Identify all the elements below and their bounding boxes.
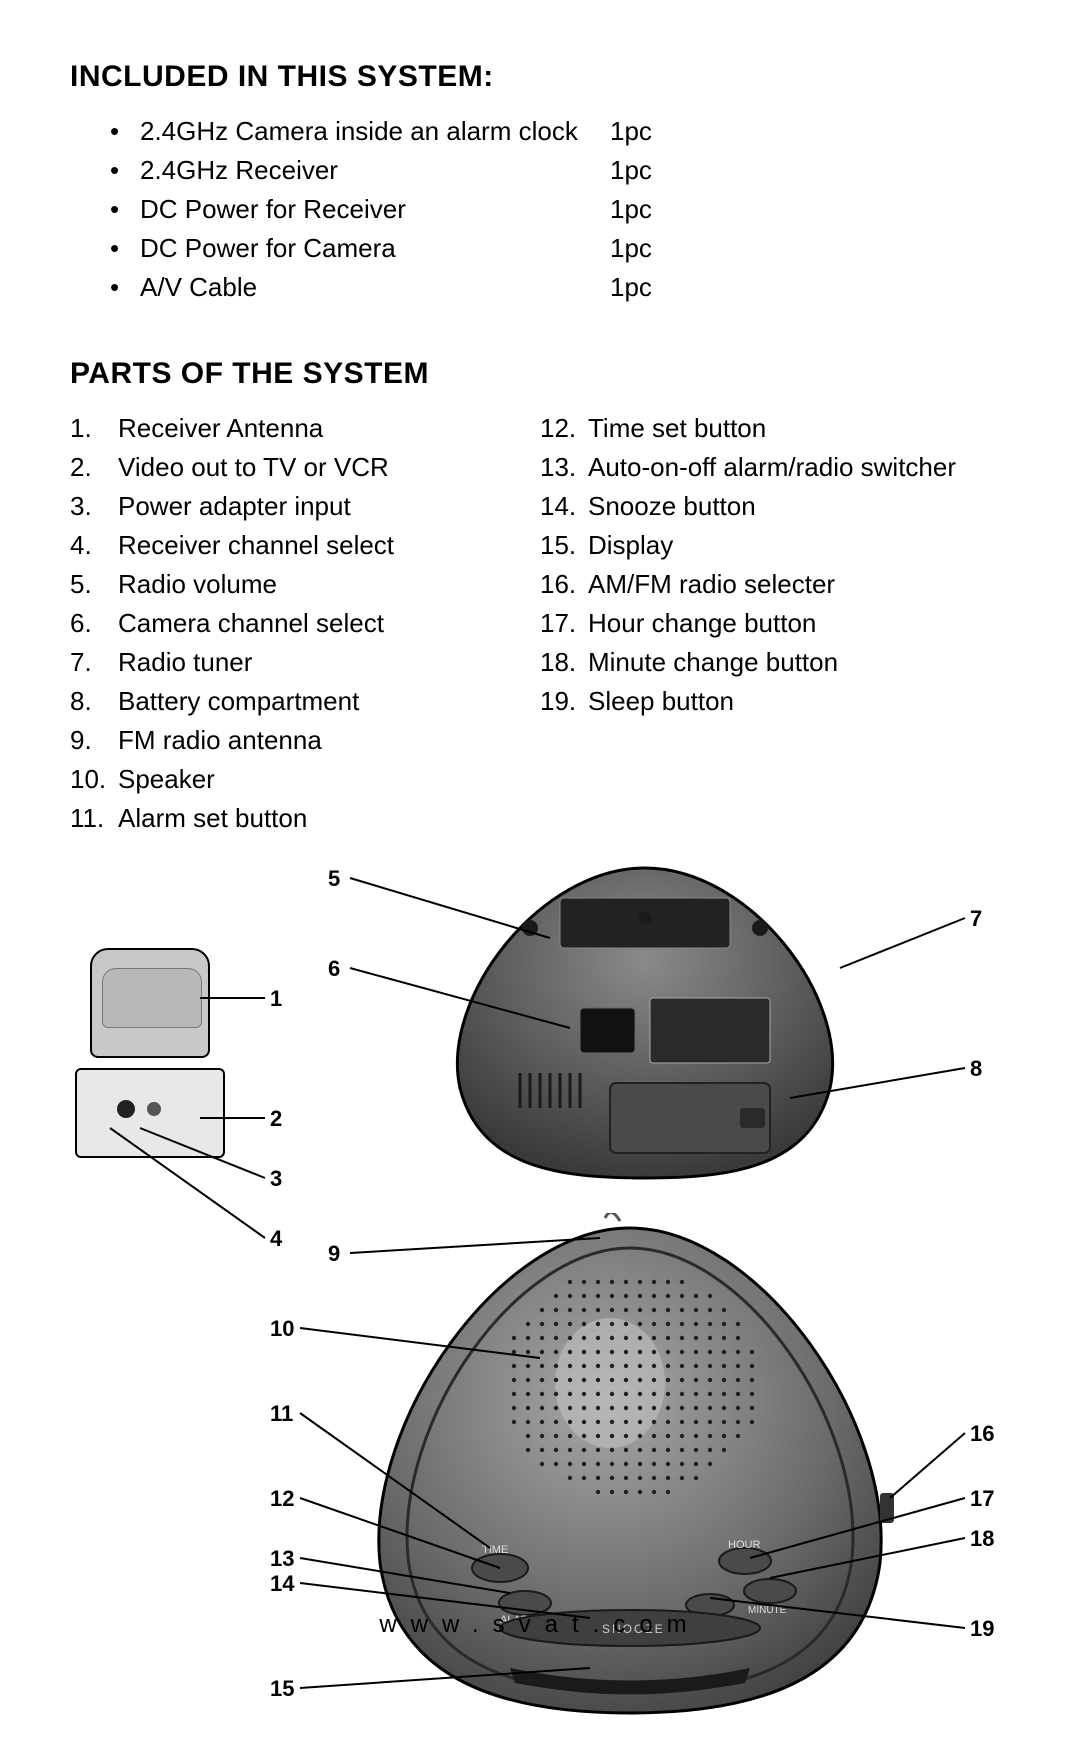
part-num: 14. [540, 487, 588, 526]
included-label: 2.4GHz Receiver [140, 151, 610, 190]
callout-6: 6 [328, 956, 340, 982]
included-list: • 2.4GHz Camera inside an alarm clock 1p… [110, 112, 1010, 307]
clock-top-view: TIME ALARM HOUR MINUTE SLEEP SNOOZE [350, 1213, 910, 1733]
receiver-label-plate [102, 968, 202, 1028]
footer-url: www.svat.com [0, 1611, 1080, 1639]
included-item: • DC Power for Receiver 1pc [110, 190, 1010, 229]
part-num: 2. [70, 448, 118, 487]
bullet-icon: • [110, 190, 140, 229]
callout-2: 2 [270, 1106, 282, 1132]
parts-list: 1.Receiver Antenna 2.Video out to TV or … [70, 409, 1010, 838]
callout-1: 1 [270, 986, 282, 1012]
included-label: DC Power for Camera [140, 229, 610, 268]
included-heading: INCLUDED IN THIS SYSTEM: [70, 60, 1010, 94]
part-num: 8. [70, 682, 118, 721]
callout-18: 18 [970, 1526, 994, 1552]
bullet-icon: • [110, 151, 140, 190]
diagram: TIME ALARM HOUR MINUTE SLEEP SNOOZE 1234… [70, 858, 1010, 1738]
callout-11: 11 [270, 1401, 293, 1427]
included-label: DC Power for Receiver [140, 190, 610, 229]
bullet-icon: • [110, 268, 140, 307]
callout-14: 14 [270, 1571, 294, 1597]
part-label: FM radio antenna [118, 721, 322, 760]
included-qty: 1pc [610, 190, 652, 229]
callout-15: 15 [270, 1676, 294, 1702]
part-label: Display [588, 526, 673, 565]
included-qty: 1pc [610, 112, 652, 151]
part-num: 4. [70, 526, 118, 565]
part-label: Receiver channel select [118, 526, 394, 565]
receiver-diagram [75, 948, 225, 1158]
receiver-base [75, 1068, 225, 1158]
part-num: 18. [540, 643, 588, 682]
part-num: 19. [540, 682, 588, 721]
bullet-icon: • [110, 229, 140, 268]
part-label: Auto-on-off alarm/radio switcher [588, 448, 956, 487]
part-label: Video out to TV or VCR [118, 448, 389, 487]
callout-3: 3 [270, 1166, 282, 1192]
clock-bottom-view [430, 858, 860, 1188]
part-num: 5. [70, 565, 118, 604]
part-num: 1. [70, 409, 118, 448]
part-label: Power adapter input [118, 487, 351, 526]
included-qty: 1pc [610, 151, 652, 190]
part-num: 12. [540, 409, 588, 448]
part-label: AM/FM radio selecter [588, 565, 835, 604]
part-num: 7. [70, 643, 118, 682]
part-label: Minute change button [588, 643, 838, 682]
included-item: • 2.4GHz Camera inside an alarm clock 1p… [110, 112, 1010, 151]
callout-16: 16 [970, 1421, 994, 1447]
part-label: Sleep button [588, 682, 734, 721]
receiver-antenna [90, 948, 210, 1058]
part-label: Snooze button [588, 487, 756, 526]
part-num: 6. [70, 604, 118, 643]
part-label: Camera channel select [118, 604, 384, 643]
part-num: 3. [70, 487, 118, 526]
part-label: Hour change button [588, 604, 816, 643]
part-num: 13. [540, 448, 588, 487]
bullet-icon: • [110, 112, 140, 151]
parts-heading: PARTS OF THE SYSTEM [70, 357, 1010, 391]
included-item: • 2.4GHz Receiver 1pc [110, 151, 1010, 190]
callout-7: 7 [970, 906, 982, 932]
part-num: 11. [70, 799, 118, 838]
part-num: 15. [540, 526, 588, 565]
callout-5: 5 [328, 866, 340, 892]
included-item: • DC Power for Camera 1pc [110, 229, 1010, 268]
callout-10: 10 [270, 1316, 294, 1342]
included-item: • A/V Cable 1pc [110, 268, 1010, 307]
part-label: Battery compartment [118, 682, 359, 721]
svg-text:TIME: TIME [482, 1544, 508, 1556]
part-num: 10. [70, 760, 118, 799]
included-label: 2.4GHz Camera inside an alarm clock [140, 112, 610, 151]
part-label: Radio volume [118, 565, 277, 604]
parts-col-right: 12.Time set button 13.Auto-on-off alarm/… [540, 409, 956, 838]
part-num: 16. [540, 565, 588, 604]
included-qty: 1pc [610, 229, 652, 268]
callout-13: 13 [270, 1546, 294, 1572]
callout-8: 8 [970, 1056, 982, 1082]
part-label: Radio tuner [118, 643, 252, 682]
part-label: Time set button [588, 409, 766, 448]
callout-9: 9 [328, 1241, 340, 1267]
callout-12: 12 [270, 1486, 294, 1512]
included-label: A/V Cable [140, 268, 610, 307]
included-qty: 1pc [610, 268, 652, 307]
part-num: 9. [70, 721, 118, 760]
svg-text:HOUR: HOUR [728, 1539, 760, 1551]
part-label: Receiver Antenna [118, 409, 323, 448]
part-label: Alarm set button [118, 799, 307, 838]
callout-4: 4 [270, 1226, 282, 1252]
callout-17: 17 [970, 1486, 994, 1512]
part-num: 17. [540, 604, 588, 643]
part-label: Speaker [118, 760, 215, 799]
parts-col-left: 1.Receiver Antenna 2.Video out to TV or … [70, 409, 500, 838]
